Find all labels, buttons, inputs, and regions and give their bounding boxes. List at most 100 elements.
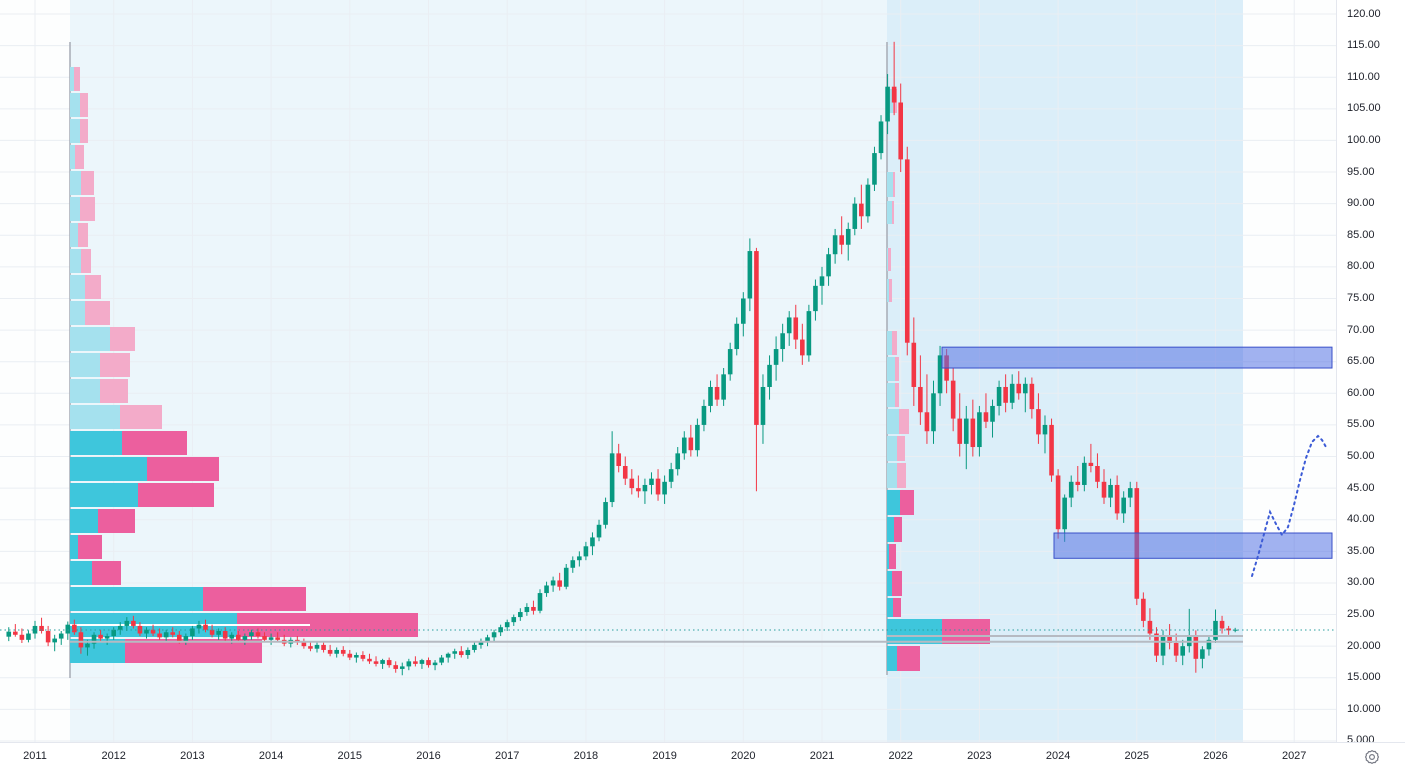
- profile-row-sell: [889, 279, 892, 302]
- price-axis-label: 75.00: [1347, 291, 1375, 304]
- candle-body: [1127, 488, 1133, 498]
- time-axis-label: 2024: [1045, 750, 1071, 762]
- candle-body: [518, 612, 523, 618]
- candle-body: [367, 658, 372, 662]
- profile-row-sell: [893, 172, 895, 197]
- candle-body: [537, 593, 543, 611]
- candle-body: [91, 634, 97, 644]
- candle-body: [970, 418, 976, 448]
- profile-row-buy: [70, 379, 100, 403]
- profile-row-sell: [78, 223, 88, 247]
- forecast-path: [1251, 434, 1327, 577]
- candle-body: [1068, 481, 1074, 498]
- profile-row-sell: [897, 463, 906, 488]
- candle-body: [668, 469, 674, 482]
- profile-row-sell: [120, 405, 162, 429]
- candle-body: [1036, 409, 1041, 435]
- candle-body: [937, 355, 943, 394]
- candle-body: [485, 637, 490, 642]
- candle-body: [124, 620, 130, 626]
- candle-body: [85, 643, 90, 648]
- price-axis-label: 15.000: [1347, 671, 1381, 684]
- price-axis-label: 35.00: [1347, 544, 1375, 557]
- candle-body: [170, 632, 176, 635]
- candle-body: [1200, 649, 1205, 659]
- price-axis-label: 115.00: [1347, 39, 1380, 52]
- candle-body: [386, 660, 392, 666]
- candle-body: [1009, 383, 1015, 403]
- candle-body: [872, 153, 877, 185]
- profile-row-buy: [887, 383, 895, 407]
- candle-body: [845, 228, 851, 245]
- horizontal-lines[interactable]: [0, 629, 1337, 643]
- candle-body: [524, 606, 530, 613]
- profile-row-buy: [70, 431, 122, 455]
- profile-row-sell: [78, 535, 102, 559]
- time-axis[interactable]: 2011 2012 2013 2014 2015 2016 2017 2018 2019 2020…: [0, 742, 1405, 772]
- profile-row-sell: [893, 598, 901, 617]
- candle-body: [1193, 636, 1199, 659]
- candle-body: [465, 649, 471, 656]
- profile-row-sell: [81, 171, 94, 195]
- candle-body: [360, 655, 366, 659]
- profile-row-buy: [887, 490, 900, 515]
- candle-body: [550, 580, 556, 586]
- profile-row-buy: [70, 275, 85, 299]
- demand-zone-box[interactable]: [1053, 532, 1333, 559]
- supply-zone-box[interactable]: [941, 346, 1333, 369]
- candle-body: [439, 657, 444, 663]
- candle-body: [196, 624, 202, 629]
- candle-body: [373, 661, 379, 664]
- candle-body: [806, 311, 812, 356]
- candle-body: [314, 644, 320, 649]
- candle-body: [229, 634, 235, 639]
- candle-body: [399, 666, 405, 669]
- profile-row-buy: [70, 197, 80, 221]
- price-axis-label: 25.00: [1347, 608, 1375, 621]
- profile-row-buy: [70, 93, 80, 117]
- profile-row-sell: [100, 353, 130, 377]
- candle-body: [183, 636, 189, 642]
- profile-row-buy: [887, 598, 893, 617]
- candle-body: [72, 624, 77, 633]
- time-axis-label: 2018: [573, 750, 599, 762]
- candle-body: [924, 412, 930, 432]
- candle-body: [52, 638, 57, 643]
- volume-profile-right[interactable]: [887, 89, 990, 671]
- price-axis[interactable]: 120.00 115.00 110.00 105.00 100.00 95.00 90.00…: [1336, 0, 1405, 746]
- candle-body: [990, 405, 995, 422]
- profile-row-buy: [70, 67, 74, 91]
- candle-body: [996, 386, 1002, 406]
- candle-body: [491, 632, 497, 638]
- profile-row-sell: [897, 646, 920, 671]
- candle-body: [747, 251, 753, 299]
- price-axis-label: 20.000: [1347, 639, 1381, 652]
- profile-row-sell: [147, 457, 219, 481]
- candle-body: [432, 662, 438, 666]
- price-axis-label: 110.00: [1347, 70, 1380, 83]
- price-chart-canvas[interactable]: [0, 0, 1337, 742]
- candle-body: [190, 628, 195, 637]
- projection-path[interactable]: [1251, 434, 1327, 577]
- candle-body: [275, 637, 280, 640]
- candle-body: [878, 121, 884, 154]
- price-axis-label: 50.00: [1347, 450, 1375, 463]
- price-axis-label: 55.00: [1347, 418, 1375, 431]
- price-axis-label: 95.00: [1347, 165, 1375, 178]
- candle-body: [583, 546, 589, 557]
- profile-row-sell: [138, 483, 214, 507]
- candle-body: [1042, 424, 1048, 435]
- axis-settings-gear-icon[interactable]: [1363, 748, 1381, 766]
- profile-row-sell: [895, 357, 899, 381]
- candle-body: [504, 622, 510, 628]
- candle-body: [445, 653, 451, 658]
- candle-body: [885, 86, 890, 122]
- candle-body: [793, 317, 799, 340]
- time-axis-label: 2013: [180, 750, 205, 762]
- candle-body: [78, 632, 84, 648]
- candle-body: [760, 386, 766, 425]
- time-axis-label: 2020: [731, 750, 756, 762]
- profile-row-sell: [892, 571, 902, 596]
- candle-body: [150, 629, 156, 634]
